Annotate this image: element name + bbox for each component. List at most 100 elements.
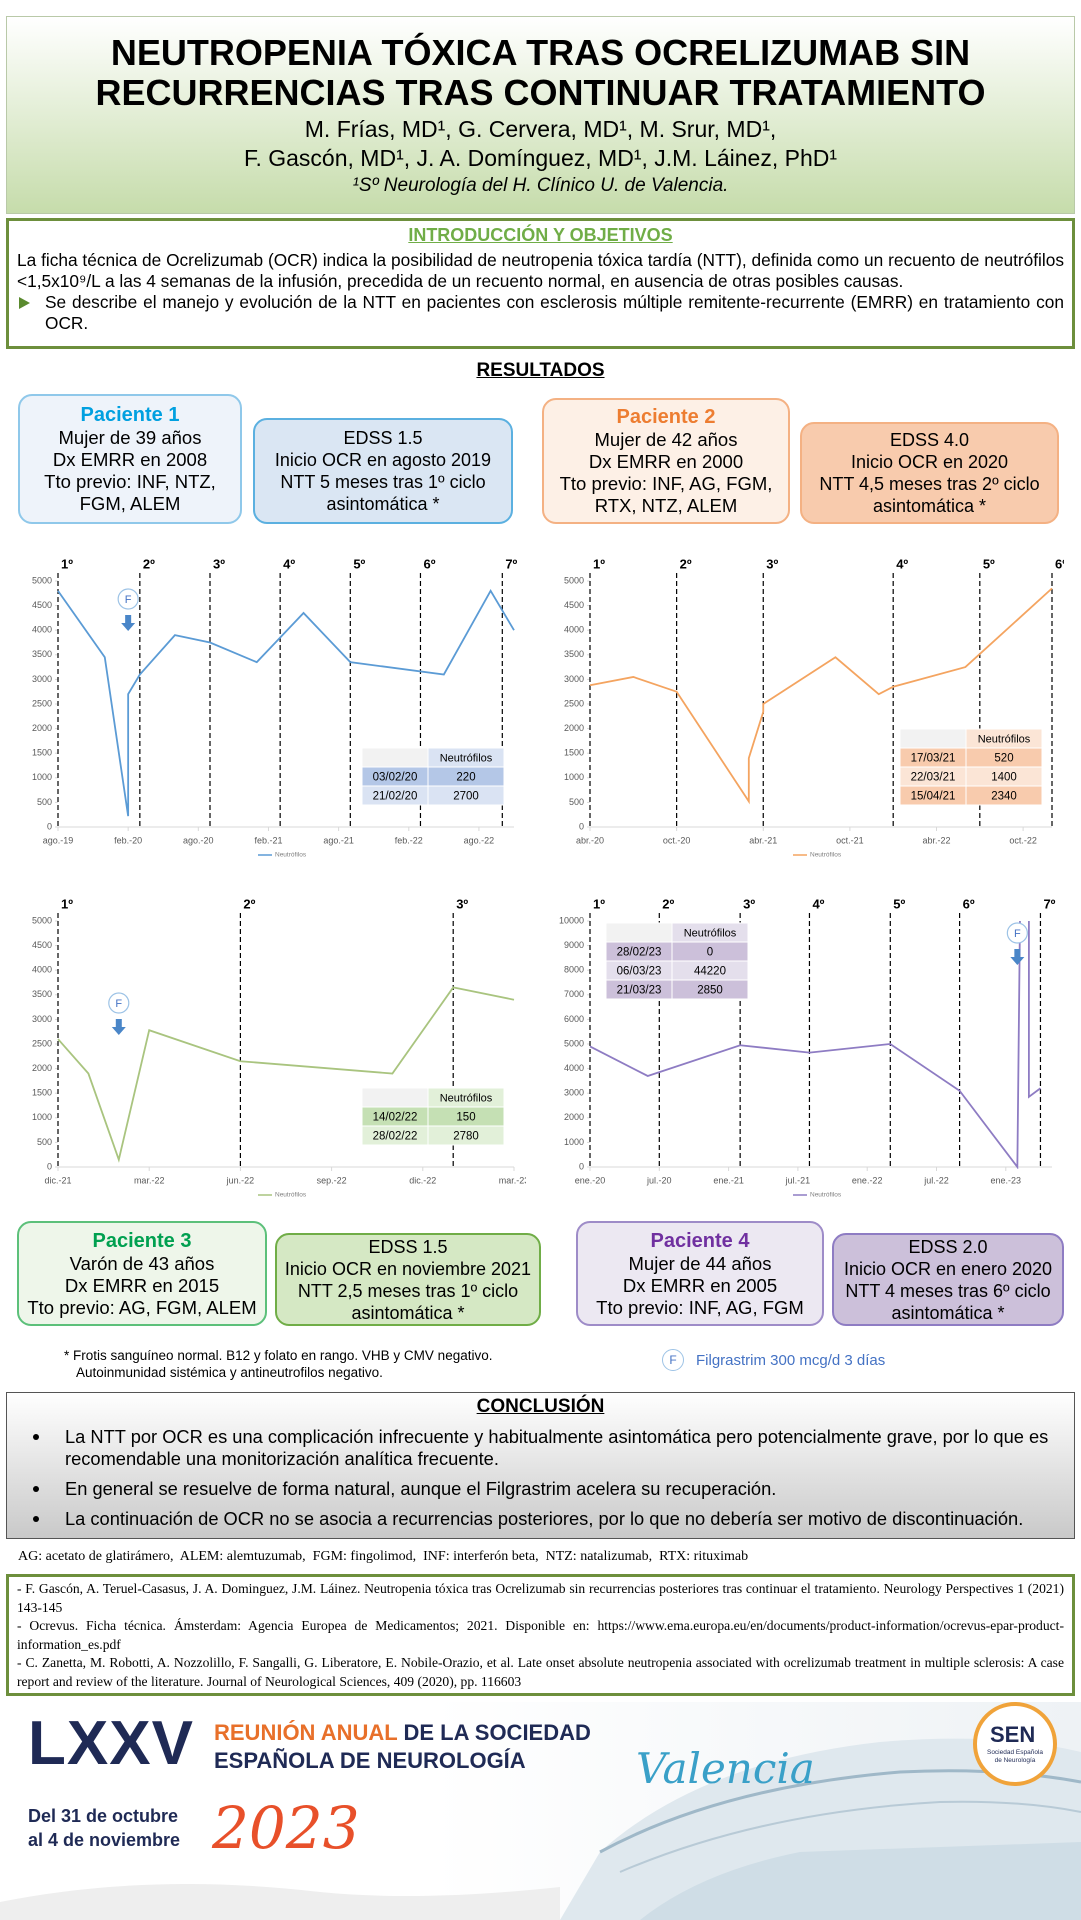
authors: F. Gascón, MD¹, J. A. Domínguez, MD¹, J.…: [243, 145, 838, 171]
cycle-label: 1º: [593, 896, 605, 911]
cycle-label: 3º: [743, 896, 755, 911]
table-header-blank: [605, 922, 673, 943]
conclusion-text: En general se resuelve de forma natural,…: [65, 1478, 777, 1499]
table-cell: [427, 1125, 505, 1146]
intro-box: INTRODUCCIÓN Y OBJETIVOS La ficha técnic…: [6, 218, 1075, 349]
patient-line: FGM, ALEM: [79, 493, 181, 514]
table-header-label: Neutrófilos: [440, 752, 493, 764]
filgrastrim-marker: [1006, 922, 1028, 944]
y-tick-label: 2500: [32, 698, 52, 708]
table-value: 2780: [453, 1131, 479, 1143]
patient-line: Mujer de 44 años: [628, 1252, 772, 1274]
table-date: 15/04/21: [911, 791, 956, 803]
edss-line: EDSS 1.5: [343, 428, 423, 448]
edss-line: NTT 4,5 meses tras 2º ciclo: [819, 474, 1040, 494]
cycle-label: 6º: [423, 556, 435, 571]
logo-text: Sociedad Española de Neurología: [986, 1749, 1043, 1764]
y-tick-label: 1000: [564, 1137, 584, 1147]
y-tick-label: 2000: [564, 1112, 584, 1122]
x-tick-label: ago.-22: [464, 835, 495, 845]
legend-label: Neutrófilos: [275, 852, 307, 859]
edss-line: EDSS 2.0: [908, 1236, 988, 1257]
conclusion-heading: CONCLUSIÓN: [476, 1396, 605, 1417]
y-tick-label: 3000: [564, 674, 584, 684]
legend-label: Neutrófilos: [810, 1192, 842, 1199]
logo: SEN: [990, 1722, 1036, 1747]
y-tick-label: 4000: [564, 625, 584, 635]
y-tick-label: 4500: [564, 600, 584, 610]
table-date: 22/03/21: [911, 772, 956, 784]
y-tick-label: 3500: [564, 649, 584, 659]
conclusion-item: En general se resuelve de forma natural,…: [27, 1478, 1054, 1500]
conclusion-text: La NTT por OCR es una complicación infre…: [65, 1426, 1049, 1469]
y-tick-label: 5000: [564, 1038, 584, 1048]
filgrastrim-label: F: [125, 594, 132, 606]
cycle-label: 4º: [283, 556, 295, 571]
y-tick-label: 1500: [32, 748, 52, 758]
table-date: 28/02/23: [617, 947, 662, 959]
y-tick-label: 2000: [32, 723, 52, 733]
y-tick-label: 7000: [564, 989, 584, 999]
footnote-line: Autoinmunidad sistémica y antineutrofilo…: [76, 1365, 383, 1380]
x-tick-label: jul.-22: [923, 1175, 949, 1185]
edss-line: asintomática *: [872, 496, 987, 516]
x-tick-label: dic.-21: [44, 1175, 71, 1185]
line-chart: 0 1000 2000 3000 4000 5000 6000 7000 8000 9000 100…: [559, 896, 1056, 1199]
edss-line: asintomática *: [351, 1302, 465, 1323]
banner-shape: [640, 1842, 1081, 1920]
edss-line: EDSS 1.5: [368, 1236, 448, 1257]
congress-name: REUNIÓN ANUAL DE LA SOCIEDAD: [214, 1720, 591, 1746]
table-header-blank: [361, 747, 429, 768]
table-date: 03/02/20: [373, 772, 418, 784]
y-tick-label: 3000: [32, 1014, 52, 1024]
table-header-label: Neutrófilos: [684, 927, 737, 939]
line-chart: 0 500 1000 1500 2000 2500 3000 3500 4000 4500 5000…: [32, 896, 526, 1198]
x-tick-label: ago.-19: [43, 835, 74, 845]
x-tick-label: abr.-22: [922, 835, 950, 845]
table-value: 44220: [694, 966, 726, 978]
congress-name-b: DE LA SOCIEDAD: [403, 1720, 591, 1745]
table-value: 220: [456, 772, 475, 784]
x-tick-label: ene.-20: [575, 1175, 606, 1185]
results-heading: RESULTADOS: [476, 360, 605, 381]
x-tick-label: ago.-20: [183, 835, 214, 845]
congress-name: ESPAÑOLA DE NEUROLOGÍA: [214, 1748, 526, 1773]
patient-box: Paciente 4 Mujer de 44 años Dx EMRR en 200…: [576, 1221, 824, 1326]
edss-line: NTT 4 meses tras 6º ciclo: [845, 1280, 1051, 1301]
title: NEUTROPENIA TÓXICA TRAS OCRELIZUMAB SIN: [110, 32, 971, 73]
y-tick-label: 8000: [564, 965, 584, 975]
y-tick-label: 500: [37, 1137, 52, 1147]
filgrastrim-arrow: [111, 1019, 126, 1035]
footnote-line: * Frotis sanguíneo normal. B12 y folato …: [64, 1348, 493, 1363]
table-value: 2340: [991, 791, 1017, 803]
patient-line: Varón de 43 años: [69, 1252, 215, 1274]
x-tick-label: oct.-20: [663, 835, 691, 845]
y-tick-label: 0: [47, 821, 52, 831]
table-cell: [965, 785, 1043, 806]
x-tick-label: ene.-21: [713, 1175, 744, 1185]
y-tick-label: 2000: [564, 723, 584, 733]
patient-title: Paciente 4: [650, 1229, 750, 1252]
y-tick-label: 500: [37, 797, 52, 807]
patient-line: Mujer de 39 años: [58, 427, 202, 448]
dates: Del 31 de octubre: [28, 1806, 179, 1826]
edss-line: NTT 2,5 meses tras 1º ciclo: [297, 1280, 519, 1301]
filgrastrim-marker: [108, 992, 130, 1014]
affiliation: ¹Sº Neurología del H. Clínico U. de Vale…: [352, 175, 729, 196]
patient-title: Paciente 2: [616, 406, 716, 428]
x-tick-label: feb.-20: [114, 835, 142, 845]
table-value: 150: [456, 1112, 475, 1124]
bullet: [33, 1486, 39, 1492]
patient-box: Paciente 3 Varón de 43 años Dx EMRR en 201…: [17, 1221, 267, 1326]
filgrastrim-legend: F Filgrastrim 300 mcg/d 3 días: [662, 1349, 885, 1371]
patient-line: Tto previo: AG, FGM, ALEM: [27, 1296, 257, 1318]
patient-line: Tto previo: INF, NTZ,: [44, 471, 216, 492]
x-tick-label: ene.-22: [852, 1175, 883, 1185]
table-header-label: Neutrófilos: [440, 1092, 493, 1104]
title: RECURRENCIAS TRAS CONTINUAR TRATAMIENTO: [95, 72, 986, 113]
y-tick-label: 2500: [32, 1038, 52, 1048]
x-tick-label: feb.-21: [254, 835, 282, 845]
cycle-label: 6º: [1055, 556, 1064, 571]
edss-line: asintomática *: [326, 494, 440, 514]
